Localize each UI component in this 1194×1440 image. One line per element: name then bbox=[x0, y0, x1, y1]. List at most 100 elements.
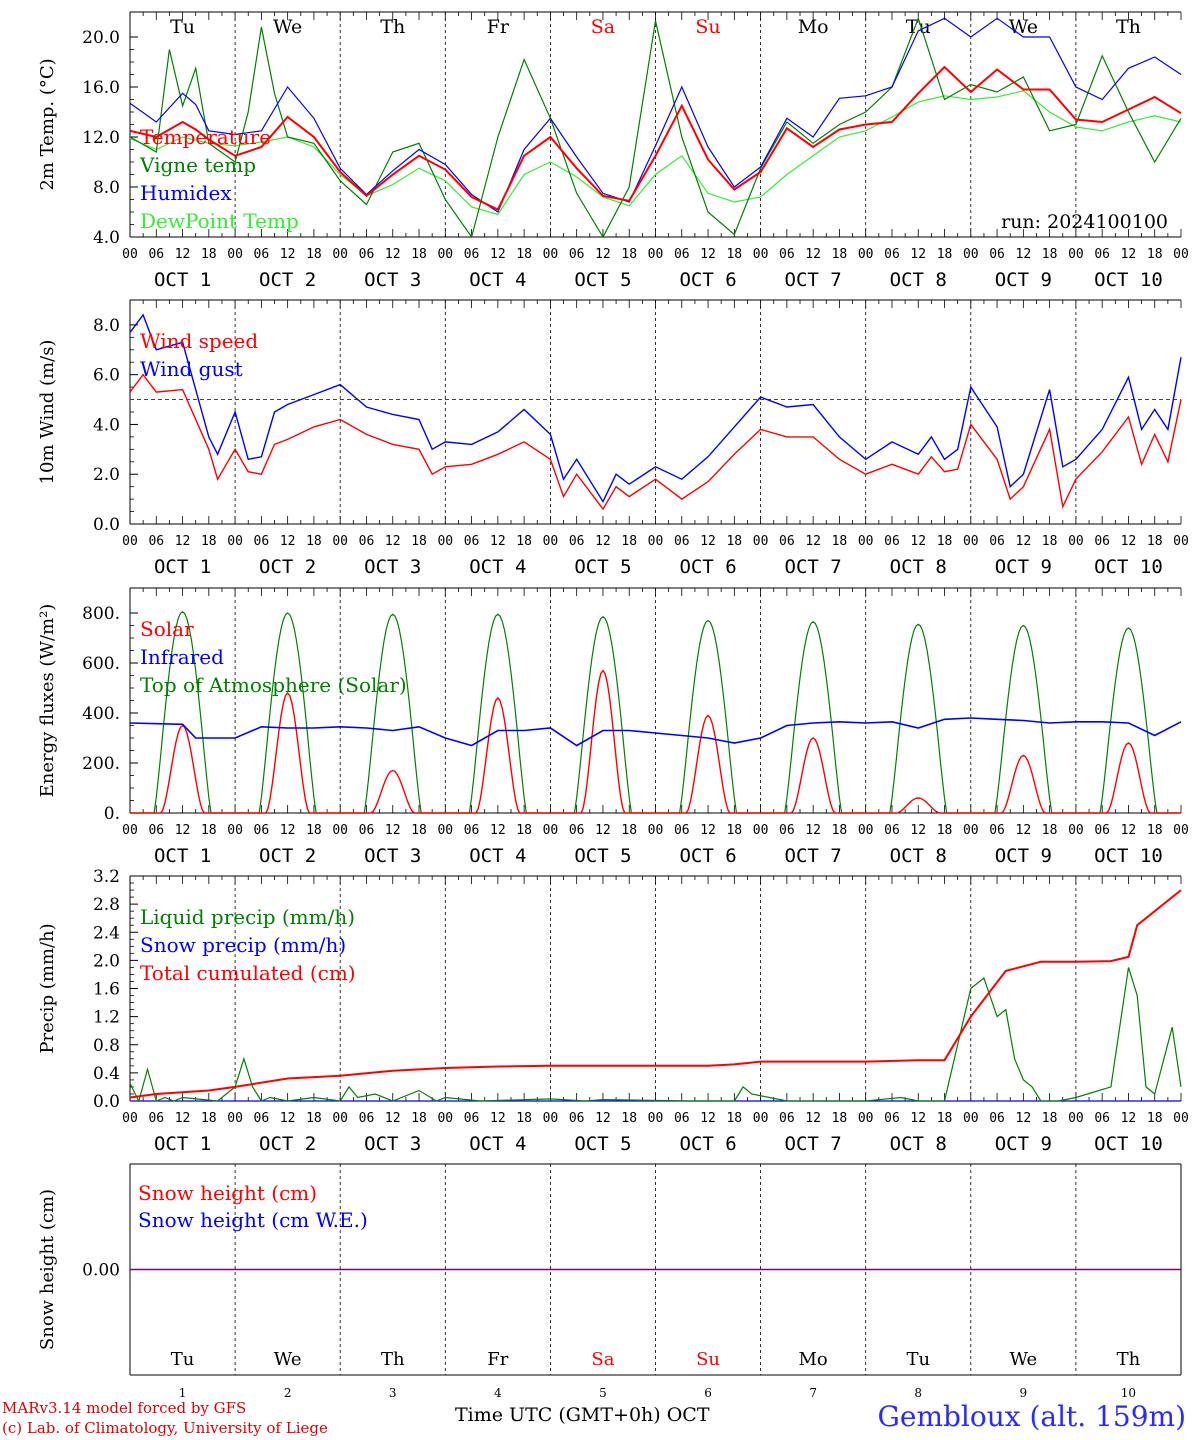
hour-tick-label: 12 bbox=[805, 534, 821, 549]
hour-tick-label: 06 bbox=[254, 534, 270, 549]
hour-tick-label: 18 bbox=[621, 247, 637, 262]
hour-tick-label: 06 bbox=[464, 534, 480, 549]
hour-tick-label: 00 bbox=[543, 1111, 559, 1126]
hour-tick-label: 00 bbox=[227, 247, 243, 262]
hour-tick-label: 12 bbox=[280, 823, 296, 838]
hour-tick-label: 00 bbox=[648, 1111, 664, 1126]
hour-tick-label: 12 bbox=[1016, 534, 1032, 549]
temp-series-line bbox=[129, 90, 1182, 216]
hour-tick-label: 18 bbox=[726, 247, 742, 262]
hour-tick-label: 12 bbox=[1016, 247, 1032, 262]
date-label: OCT 8 bbox=[890, 269, 947, 291]
y-tick-label: 8.0 bbox=[93, 316, 120, 336]
hour-tick-label: 00 bbox=[543, 823, 559, 838]
hour-tick-label: 12 bbox=[805, 823, 821, 838]
date-label: OCT 8 bbox=[890, 556, 947, 578]
wind-series-line bbox=[129, 373, 1182, 511]
hour-tick-label: 18 bbox=[937, 1111, 953, 1126]
y-tick-label: 2.4 bbox=[93, 923, 120, 943]
hour-tick-label: 06 bbox=[884, 247, 900, 262]
y-tick-label: 0.00 bbox=[82, 1261, 120, 1281]
weekday-label: Tu bbox=[170, 16, 195, 38]
hour-tick-label: 00 bbox=[332, 534, 348, 549]
hour-tick-label: 06 bbox=[1094, 1111, 1110, 1126]
date-label: OCT 8 bbox=[890, 845, 947, 867]
hour-tick-label: 00 bbox=[332, 823, 348, 838]
y-tick-label: 400. bbox=[82, 704, 120, 724]
hour-tick-label: 18 bbox=[832, 823, 848, 838]
hour-tick-label: 18 bbox=[306, 1111, 322, 1126]
weekday-label: Mo bbox=[798, 16, 829, 38]
hour-tick-label: 12 bbox=[700, 823, 716, 838]
legend-entry: Wind gust bbox=[140, 357, 243, 381]
hour-tick-label: 18 bbox=[201, 247, 217, 262]
hour-tick-label: 06 bbox=[989, 534, 1005, 549]
weekday-label: We bbox=[1010, 1349, 1038, 1370]
hour-tick-label: 12 bbox=[490, 823, 506, 838]
day-number-label: 2 bbox=[284, 1386, 292, 1400]
day-number-label: 8 bbox=[914, 1386, 922, 1400]
hour-tick-label: 12 bbox=[910, 534, 926, 549]
hour-tick-label: 18 bbox=[411, 247, 427, 262]
hour-tick-label: 06 bbox=[569, 823, 585, 838]
hour-tick-label: 12 bbox=[175, 823, 191, 838]
hour-tick-label: 00 bbox=[122, 534, 138, 549]
hour-tick-label: 00 bbox=[332, 1111, 348, 1126]
hour-tick-label: 18 bbox=[1147, 823, 1163, 838]
hour-tick-label: 06 bbox=[674, 247, 690, 262]
hour-tick-label: 06 bbox=[674, 534, 690, 549]
hour-tick-label: 18 bbox=[832, 534, 848, 549]
hour-tick-label: 18 bbox=[621, 534, 637, 549]
date-label: OCT 9 bbox=[995, 269, 1052, 291]
y-tick-label: 600. bbox=[82, 654, 120, 674]
weekday-label: Sa bbox=[591, 16, 615, 38]
run-label: run: 2024100100 bbox=[1001, 211, 1168, 233]
hour-tick-label: 06 bbox=[1094, 247, 1110, 262]
hour-tick-label: 12 bbox=[1121, 247, 1137, 262]
hour-tick-label: 06 bbox=[464, 1111, 480, 1126]
date-label: OCT 5 bbox=[574, 1133, 631, 1155]
y-tick-label: 8.0 bbox=[93, 178, 120, 198]
legend-entry: Total cumulated (cm) bbox=[140, 961, 356, 985]
hour-tick-label: 18 bbox=[516, 247, 532, 262]
hour-tick-label: 00 bbox=[1068, 247, 1084, 262]
date-label: OCT 5 bbox=[574, 845, 631, 867]
hour-tick-label: 00 bbox=[437, 247, 453, 262]
day-number-label: 5 bbox=[599, 1386, 607, 1400]
y-tick-label: 0.0 bbox=[93, 1092, 120, 1112]
hour-tick-label: 12 bbox=[700, 534, 716, 549]
hour-tick-label: 18 bbox=[937, 247, 953, 262]
weekday-label: Tu bbox=[906, 16, 931, 38]
hour-tick-label: 12 bbox=[280, 1111, 296, 1126]
hour-tick-label: 00 bbox=[648, 534, 664, 549]
date-label: OCT 10 bbox=[1094, 269, 1163, 291]
y-tick-label: 4.0 bbox=[93, 415, 120, 435]
weekday-label: Fr bbox=[487, 1349, 508, 1370]
hour-tick-label: 18 bbox=[937, 823, 953, 838]
date-label: OCT 4 bbox=[469, 556, 526, 578]
hour-tick-label: 18 bbox=[306, 534, 322, 549]
y-tick-label: 2.8 bbox=[93, 895, 120, 915]
date-label: OCT 4 bbox=[469, 845, 526, 867]
hour-tick-label: 00 bbox=[227, 534, 243, 549]
hour-tick-label: 06 bbox=[254, 823, 270, 838]
wind-series-line bbox=[129, 313, 1182, 504]
precip-series-line bbox=[129, 967, 1182, 1103]
hour-tick-label: 12 bbox=[490, 247, 506, 262]
hour-tick-label: 00 bbox=[437, 1111, 453, 1126]
hour-tick-label: 06 bbox=[148, 534, 164, 549]
hour-tick-label: 18 bbox=[306, 823, 322, 838]
y-axis-title: Energy fluxes (W/m²) bbox=[37, 604, 58, 798]
y-axis-title: 2m Temp. (°C) bbox=[37, 58, 58, 190]
lab-credit: (c) Lab. of Climatology, University of L… bbox=[2, 1419, 328, 1437]
date-label: OCT 7 bbox=[785, 1133, 842, 1155]
hour-tick-label: 12 bbox=[805, 1111, 821, 1126]
date-label: OCT 8 bbox=[890, 1133, 947, 1155]
weekday-label: We bbox=[1009, 16, 1038, 38]
y-tick-label: 3.2 bbox=[93, 867, 120, 887]
date-label: OCT 3 bbox=[364, 556, 421, 578]
hour-tick-label: 06 bbox=[569, 247, 585, 262]
hour-tick-label: 12 bbox=[595, 1111, 611, 1126]
model-credit: MARv3.14 model forced by GFS bbox=[2, 1399, 247, 1417]
hour-tick-label: 00 bbox=[1173, 1111, 1189, 1126]
